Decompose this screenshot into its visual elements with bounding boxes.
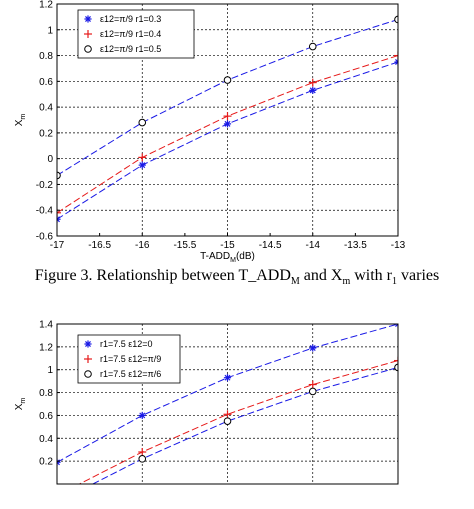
y-tick-label: 0.2 [39, 457, 53, 468]
x-tick-label: -15 [220, 240, 235, 251]
series-line [78, 360, 398, 484]
legend-entry: ε12=π/9 r1=0.3 [100, 14, 161, 24]
data-point [223, 417, 232, 425]
data-point [138, 411, 146, 420]
y-tick-label: 0.2 [39, 128, 53, 139]
data-point [309, 86, 317, 94]
legend-marker [84, 30, 92, 38]
series-3 [54, 363, 398, 506]
data-point [138, 455, 147, 463]
legend-marker [84, 370, 92, 378]
data-point [394, 356, 398, 365]
y-tick-label: 0 [47, 154, 53, 165]
data-point [57, 208, 61, 217]
legend-entry: r1=7.5 ε12=π/9 [100, 354, 161, 364]
axes-frame [56, 323, 399, 485]
chart-1: -0.6 -0.4 -0.2 0 0.2 0.4 0.6 0.8 1 1.2 -17 -16.5 -16… [14, 0, 406, 264]
x-tick-label: -14.5 [259, 240, 282, 251]
data-point [57, 458, 61, 466]
data-point [53, 491, 61, 499]
y-tick-label: 1 [47, 25, 53, 36]
series-1 [57, 58, 398, 223]
data-point [54, 499, 61, 506]
x-tick-label: -16.5 [88, 240, 111, 251]
x-tick-label: -14 [306, 240, 321, 251]
series-line [91, 366, 398, 484]
legend-box [77, 9, 195, 59]
data-point [57, 215, 61, 223]
legend-marker [84, 45, 92, 53]
x-tick-label: -13.5 [344, 240, 367, 251]
data-point [223, 76, 232, 84]
y-tick-label: -0.6 [36, 232, 54, 243]
y-tick-label: 0.6 [39, 411, 53, 422]
legend-marker [84, 355, 92, 363]
legend-entry: ε12=π/9 r1=0.4 [100, 29, 161, 39]
legend-entry: r1=7.5 ε12=π/6 [100, 369, 161, 379]
data-point [308, 42, 317, 51]
legend-entry: ε12=π/9 r1=0.5 [100, 44, 161, 54]
data-point [308, 78, 317, 87]
y-axis-label: Xm [14, 398, 27, 411]
x-tick-label: -17 [50, 240, 65, 251]
y-tick-label: -0.2 [36, 180, 54, 191]
data-point [138, 448, 147, 456]
y-tick-label: 1 [47, 365, 53, 376]
y-tick-label: 0.8 [39, 51, 53, 62]
data-point [223, 112, 232, 121]
series-2 [57, 51, 398, 217]
data-point [394, 58, 398, 66]
x-tick-label: -13 [391, 240, 406, 251]
y-tick-label: 0.6 [39, 77, 53, 88]
legend-entry: r1=7.5 ε12=0 [100, 339, 153, 349]
legend: ε12=π/9 r1=0.3 ε12=π/9 r1=0.4 ε12=π/9 r1=0… [77, 9, 195, 59]
data-point [138, 161, 146, 169]
x-axis-label: T-ADDM(dB) [200, 251, 255, 264]
legend-marker [84, 15, 92, 23]
y-tick-label: 0.8 [39, 388, 53, 399]
x-tick-label: -15.5 [173, 240, 196, 251]
legend: r1=7.5 ε12=0 r1=7.5 ε12=π/9 r1=7.5 ε12=π/6 [77, 334, 181, 384]
x-tick-label: -16 [135, 240, 150, 251]
data-point [138, 153, 147, 162]
data-point [309, 344, 317, 352]
data-point [308, 380, 317, 389]
figure-caption: Figure 3. Relationship between T_ADDM an… [34, 267, 440, 288]
data-point [394, 363, 398, 372]
series-1 [57, 324, 398, 466]
y-tick-label: 1.2 [39, 342, 53, 353]
y-tick-label: 1.2 [39, 0, 53, 11]
y-tick-label: 1.4 [39, 320, 53, 331]
series-2 [53, 356, 398, 499]
y-tick-label: 0.4 [39, 103, 53, 114]
data-point [394, 51, 398, 60]
y-axis-label: Xm [14, 114, 27, 127]
legend-box [77, 334, 181, 384]
data-point [308, 387, 317, 396]
y-tick-label: -0.4 [36, 206, 54, 217]
data-point [138, 118, 147, 127]
data-point [223, 120, 232, 128]
legend-marker [84, 340, 92, 348]
y-tick-label: 0.4 [39, 434, 53, 445]
data-point [394, 324, 398, 328]
data-point [223, 374, 232, 382]
data-point [223, 410, 232, 419]
data-point [394, 15, 398, 24]
